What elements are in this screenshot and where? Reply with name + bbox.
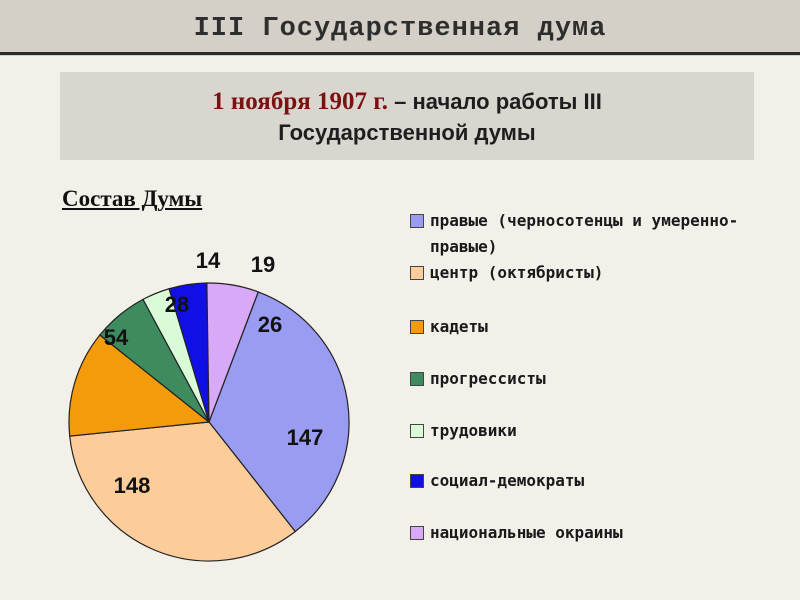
legend-swatch: [410, 372, 424, 386]
legend-swatch: [410, 214, 424, 228]
pie-slice-value-label: 147: [287, 425, 324, 450]
header-divider: [0, 52, 800, 55]
pie-slice-value-label: 26: [258, 312, 282, 337]
info-banner: 1 ноября 1907 г. – начало работы III Гос…: [60, 72, 754, 160]
legend-label: трудовики: [430, 421, 517, 440]
legend-swatch: [410, 424, 424, 438]
chart-legend: правые (черносотенцы и умеренно-правые) ц…: [410, 208, 795, 568]
header-bar: [0, 0, 800, 56]
legend-label: национальные окраины: [430, 523, 623, 542]
pie-slice-value-label: 54: [104, 325, 129, 350]
pie-slice-value-label: 14: [196, 248, 221, 273]
banner-line-1: 1 ноября 1907 г. – начало работы III: [60, 88, 754, 116]
banner-line-2: Государственной думы: [278, 120, 536, 145]
legend-label: прогрессисты: [430, 369, 546, 388]
legend-label: центр (октябристы): [430, 263, 604, 282]
pie-slice: [208, 291, 350, 533]
legend-swatch: [410, 474, 424, 488]
chart-title: Состав Думы: [62, 186, 203, 211]
page-title: III Государственная дума: [193, 14, 607, 44]
banner-line-1-text: – начало работы III: [388, 89, 602, 114]
legend-label: кадеты: [430, 317, 488, 336]
pie-slice-value-label: 148: [114, 473, 151, 498]
legend-label: социал-демократы: [430, 471, 585, 490]
legend-label: правые (черносотенцы и умеренно-правые): [430, 211, 739, 256]
pie-slice: [68, 334, 211, 437]
legend-swatch: [410, 320, 424, 334]
legend-swatch: [410, 266, 424, 280]
legend-swatch: [410, 526, 424, 540]
pie-slice: [206, 282, 260, 423]
pie-slice-value-label: 19: [251, 252, 275, 277]
pie-slice: [69, 421, 297, 562]
banner-date: 1 ноября 1907 г.: [212, 88, 389, 115]
pie-slice-value-label: 28: [165, 292, 189, 317]
